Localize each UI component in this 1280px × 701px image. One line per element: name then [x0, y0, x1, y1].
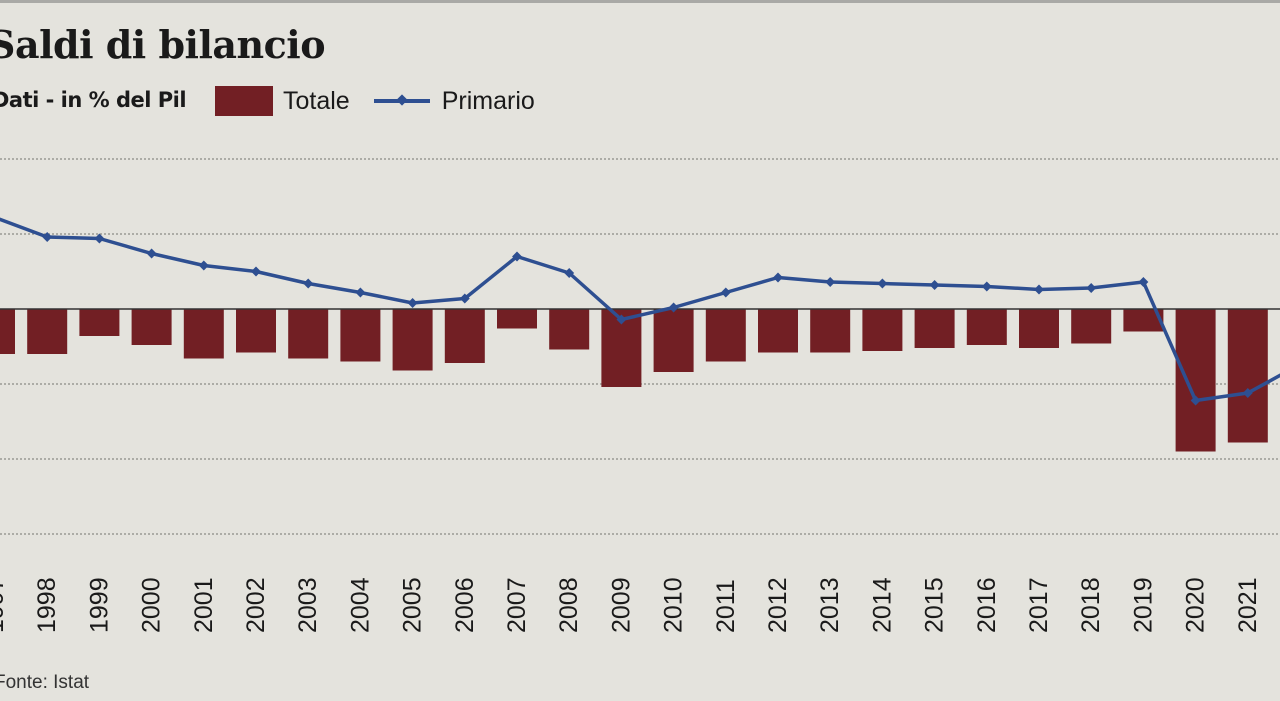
- x-tick-label-2007: 2007: [503, 577, 531, 633]
- point-primario-2017: [1034, 284, 1044, 295]
- x-tick-label-2004: 2004: [346, 577, 374, 633]
- point-primario-2004: [355, 287, 366, 298]
- x-tick-label-2008: 2008: [555, 577, 583, 633]
- legend-swatch-totale: [215, 86, 273, 116]
- point-primario-2006: [459, 293, 470, 304]
- x-tick-label-2016: 2016: [973, 577, 1001, 633]
- point-primario-2003: [303, 278, 314, 289]
- x-tick-label-2014: 2014: [868, 577, 896, 633]
- bars-totale: [0, 309, 1268, 452]
- bar-totale-1997: [0, 309, 15, 354]
- point-primario-2014: [877, 278, 888, 289]
- source-note: Fonte: Istat: [0, 672, 90, 693]
- bar-totale-2021: [1227, 309, 1268, 443]
- point-primario-2008: [564, 268, 575, 278]
- x-tick-label-2020: 2020: [1182, 577, 1210, 633]
- point-primario-2013: [825, 277, 836, 287]
- bar-totale-2002: [236, 309, 276, 353]
- bar-totale-2010: [653, 309, 694, 372]
- x-tick-label-2011: 2011: [712, 579, 740, 633]
- point-primario-2007: [512, 251, 522, 262]
- x-tick-label-2018: 2018: [1077, 577, 1105, 633]
- bar-totale-2014: [862, 309, 903, 351]
- bar-totale-1999: [79, 309, 120, 336]
- x-tick-label-2015: 2015: [921, 577, 949, 633]
- chart-subtitle: Dati - in % del Pil: [0, 88, 187, 112]
- point-primario-2012: [773, 272, 783, 283]
- x-tick-label-2000: 2000: [138, 577, 166, 633]
- chart-title: Saldi di bilancio: [0, 22, 326, 67]
- x-tick-label-2006: 2006: [451, 577, 479, 633]
- point-primario-2009: [616, 314, 627, 325]
- x-tick-label-1997: 1997: [0, 577, 9, 633]
- bar-totale-2008: [549, 309, 590, 350]
- point-primario-2021: [1242, 388, 1253, 398]
- point-primario-1998: [42, 232, 53, 242]
- x-tick-label-1999: 1999: [85, 577, 113, 633]
- x-tick-label-2002: 2002: [242, 577, 270, 633]
- point-primario-2001: [198, 260, 209, 271]
- point-primario-1999: [94, 233, 105, 244]
- x-tick-label-2012: 2012: [764, 577, 792, 633]
- x-axis-labels: 1997 1998 1999 2000 2001 2002 2003 2004 2005 2006…: [0, 577, 1262, 633]
- bar-totale-2000: [131, 309, 172, 345]
- bar-totale-2015: [914, 309, 955, 348]
- point-primario-2015: [929, 280, 940, 290]
- point-primario-2011: [720, 287, 731, 298]
- bar-totale-2007: [497, 309, 537, 329]
- top-rule: [0, 0, 1280, 3]
- bar-totale-2016: [966, 309, 1007, 345]
- x-tick-label-1998: 1998: [33, 577, 61, 633]
- legend: Totale Primario: [215, 86, 535, 116]
- point-primario-2005: [407, 298, 418, 308]
- bar-totale-2019: [1123, 309, 1164, 332]
- bar-totale-2005: [392, 309, 433, 371]
- x-tick-label-2009: 2009: [607, 577, 635, 633]
- x-tick-label-2005: 2005: [399, 577, 427, 633]
- line-path-primario: [0, 217, 1280, 403]
- x-tick-label-2021: 2021: [1234, 577, 1262, 633]
- bar-totale-2012: [758, 309, 798, 353]
- bar-totale-2020: [1175, 309, 1216, 452]
- point-primario-2000: [146, 248, 157, 259]
- x-tick-label-2010: 2010: [660, 577, 688, 633]
- legend-label-totale: Totale: [283, 86, 350, 115]
- bar-totale-1998: [27, 309, 68, 354]
- bar-totale-2004: [340, 309, 381, 362]
- point-primario-2018: [1086, 283, 1097, 293]
- point-primario-2002: [251, 266, 261, 277]
- point-primario-2016: [981, 281, 992, 292]
- bar-totale-2013: [810, 309, 851, 353]
- bar-totale-2011: [705, 309, 746, 362]
- bar-totale-2017: [1019, 309, 1059, 348]
- bar-totale-2018: [1071, 309, 1112, 344]
- legend-line-primario-icon: [373, 99, 430, 103]
- point-primario-2010: [668, 302, 679, 313]
- point-primario-2020: [1190, 395, 1201, 406]
- point-primario-2019: [1138, 277, 1149, 287]
- legend-label-primario: Primario: [441, 86, 535, 115]
- bar-totale-2001: [183, 309, 224, 359]
- x-tick-label-2019: 2019: [1129, 577, 1157, 633]
- x-tick-label-2003: 2003: [294, 577, 322, 633]
- x-tick-label-2017: 2017: [1025, 577, 1053, 633]
- x-tick-label-2013: 2013: [816, 577, 844, 633]
- line-primario: [0, 217, 1280, 406]
- x-tick-label-2001: 2001: [190, 577, 218, 633]
- bar-totale-2003: [288, 309, 329, 359]
- bar-totale-2006: [444, 309, 485, 363]
